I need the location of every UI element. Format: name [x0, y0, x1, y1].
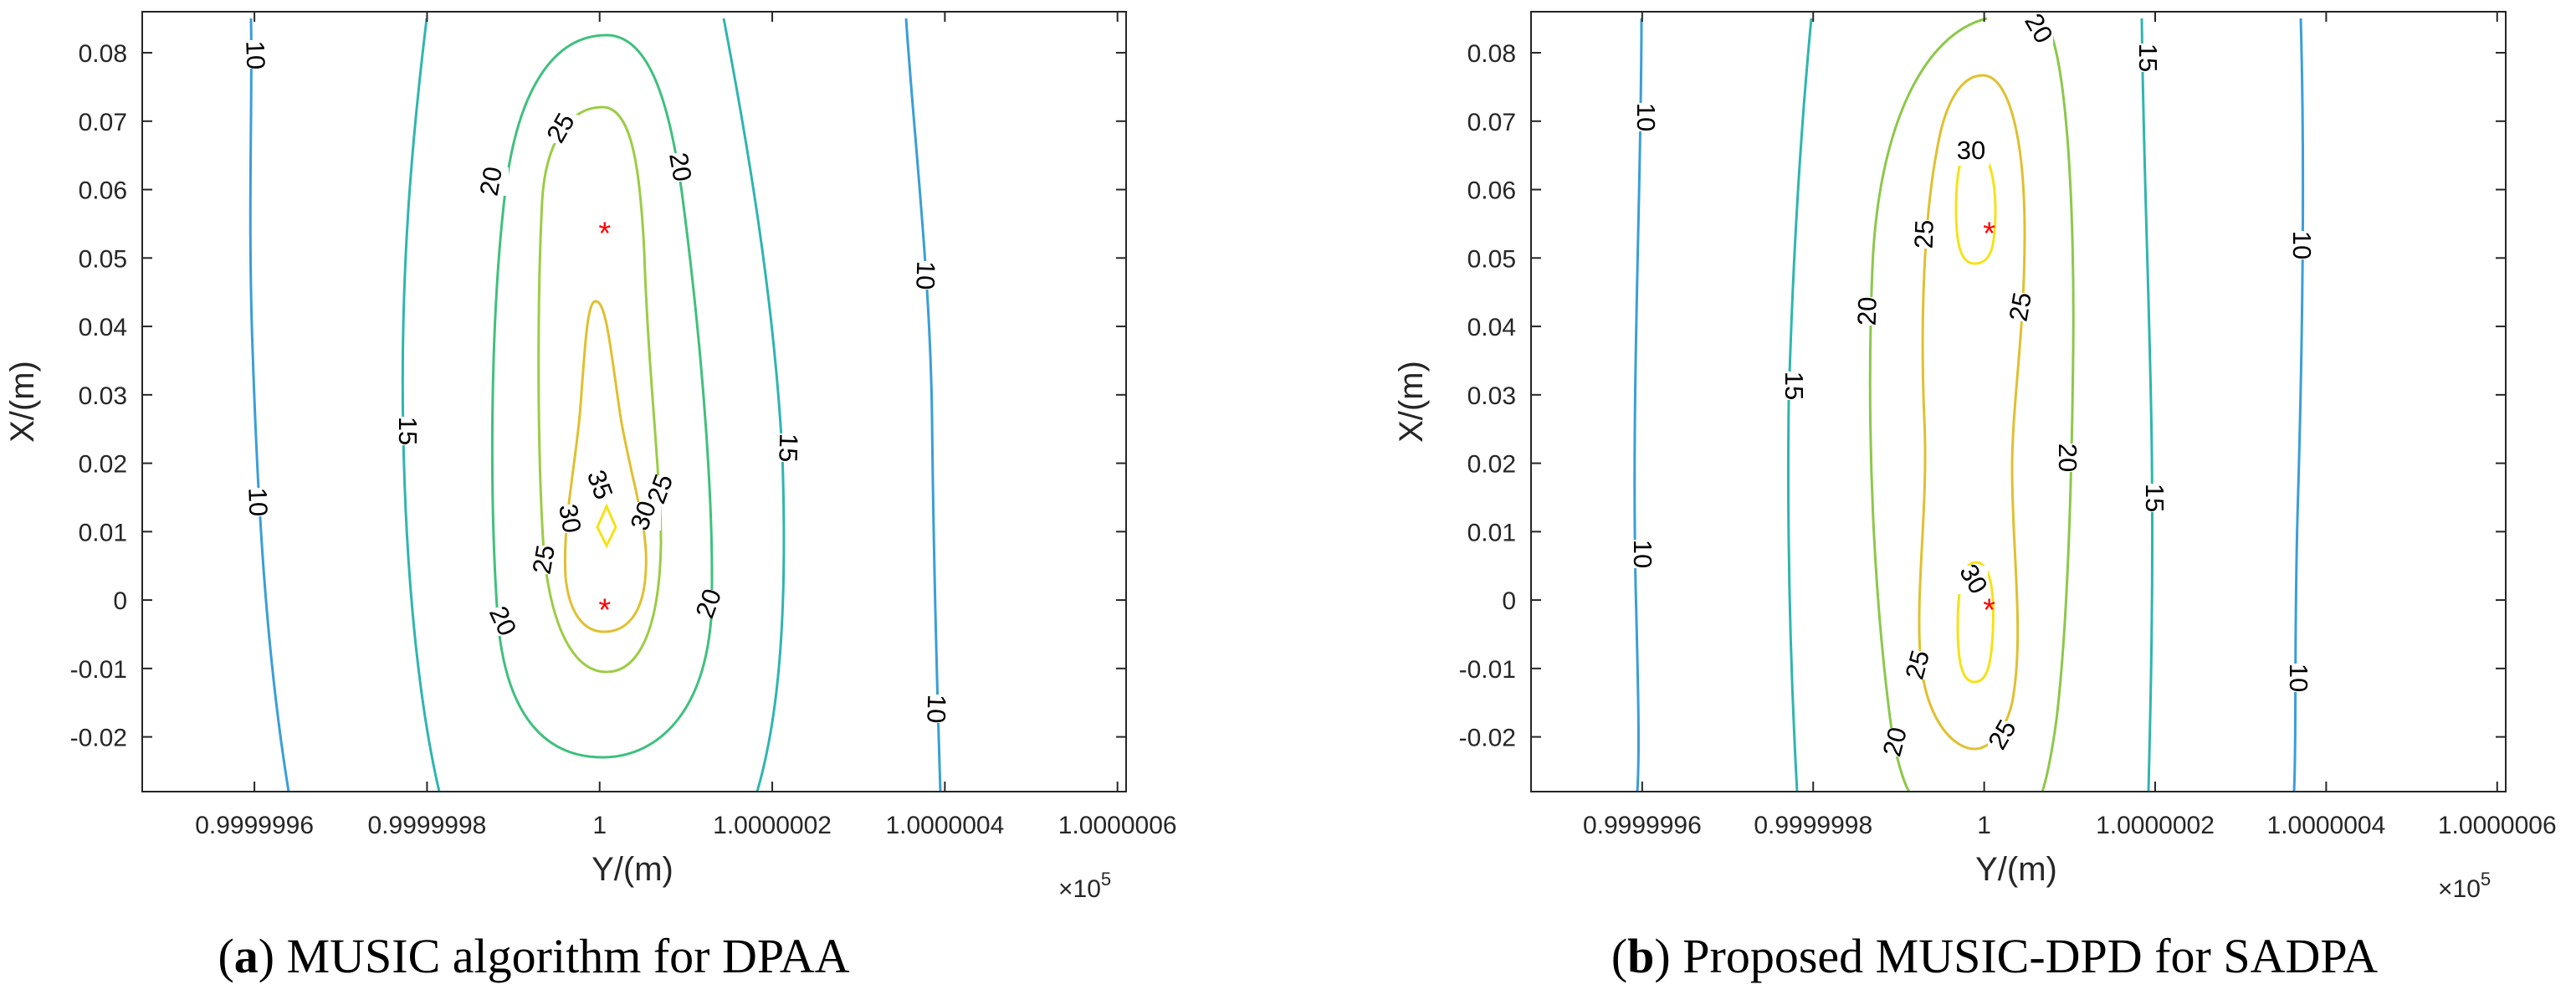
source-marker: * [598, 217, 611, 252]
contour-label: 15 [773, 433, 803, 463]
y-tick-label: 0.02 [79, 451, 127, 479]
contour-b-10-left [1633, 18, 1643, 792]
x-tick-label: 1.0000006 [1058, 812, 1177, 839]
contour-label: 20 [474, 165, 507, 198]
source-marker: * [1983, 217, 1995, 252]
contour-label: 10 [910, 260, 940, 290]
contour-label: 10 [2287, 231, 2317, 259]
contour-a-15-left [401, 18, 441, 792]
y-tick-label: -0.02 [70, 725, 127, 752]
contour-a-25 [537, 105, 663, 674]
y-tick-label: 0 [113, 587, 127, 615]
y-tick-label: 0.08 [79, 40, 127, 68]
contour-b-25 [1918, 74, 2026, 751]
y-axis-label: X/(m) [1393, 361, 1430, 443]
contour-label: 20 [1852, 296, 1882, 326]
x-tick-label: 0.9999996 [195, 812, 314, 839]
contour-label: 25 [526, 543, 560, 577]
source-marker: * [1983, 592, 1995, 628]
x-tick-label: 1.0000002 [2096, 812, 2215, 839]
contour-lines-a [248, 18, 942, 792]
y-tick-label: -0.01 [1459, 656, 1516, 684]
contour-b-15-right [2140, 18, 2154, 792]
contour-labels-a: 10 10 10 10 15 15 20 20 20 20 25 25 25 [238, 40, 951, 724]
y-tick-label: 0.05 [79, 245, 127, 273]
x-tick-label: 1.0000004 [885, 812, 1004, 839]
y-tick-label: 0.04 [79, 314, 127, 341]
contour-a-15-right [722, 18, 786, 792]
contour-label: 10 [243, 487, 273, 517]
x-axis-a: 0.9999996 0.9999998 1 1.0000002 1.0000004 1.0… [195, 12, 1177, 839]
contour-b-30-upper [1954, 145, 1997, 265]
contour-b-30-lower [1956, 561, 1995, 684]
plot-frame-a [141, 11, 1127, 792]
contour-label: 20 [2053, 444, 2082, 472]
y-tick-label: 0 [1502, 587, 1516, 615]
y-tick-label: 0.01 [79, 519, 127, 546]
contour-label: 10 [240, 40, 270, 70]
contour-label: 15 [2140, 484, 2169, 512]
contour-label: 15 [393, 417, 423, 445]
contour-a-10-left [248, 18, 290, 792]
x-tick-label: 0.9999998 [1754, 812, 1872, 839]
x-multiplier: ×105 [2438, 869, 2491, 903]
contour-label: 15 [1780, 372, 1809, 400]
contour-a-35 [596, 503, 617, 549]
contour-b-20-right [2041, 17, 2075, 792]
contour-a-20 [490, 33, 714, 759]
x-multiplier: ×105 [1058, 869, 1111, 903]
x-tick-label: 1 [592, 812, 607, 839]
caption-b: (b) Proposed MUSIC-DPD for SADPA [1611, 929, 2378, 983]
x-axis-label: Y/(m) [592, 851, 673, 888]
y-tick-label: 0.06 [79, 177, 127, 205]
chart-panel-a: 10 10 10 10 15 15 20 20 20 20 25 25 25 [4, 11, 1177, 983]
y-axis-b: -0.02 -0.01 0 0.01 0.02 0.03 0.04 0.05 0.06 0.07 0… [1459, 40, 2506, 752]
y-tick-label: 0.02 [1467, 451, 1516, 479]
x-tick-label: 1.0000004 [2266, 812, 2385, 839]
contour-label: 30 [553, 502, 586, 536]
y-tick-label: 0.07 [1467, 109, 1516, 136]
source-markers-a: ** [598, 217, 611, 628]
source-markers-b: ** [1983, 217, 1995, 628]
contour-labels-b: 10 10 10 10 15 15 15 20 20 20 20 25 25 [1625, 8, 2317, 760]
y-tick-label: 0.08 [1467, 40, 1516, 68]
x-axis-b: 0.9999996 0.9999998 1 1.0000002 1.0000004 1.0… [1583, 12, 2557, 839]
contour-label: 10 [1631, 103, 1661, 131]
y-axis-a: -0.02 -0.01 0 0.01 0.02 0.03 0.04 0.05 0.06 0.07 0… [70, 40, 1126, 752]
y-tick-label: 0.04 [1467, 314, 1516, 341]
contour-label: 30 [1957, 136, 1985, 165]
contour-a-30 [563, 300, 648, 633]
contour-label: 25 [2003, 290, 2036, 324]
y-tick-label: 0.03 [1467, 382, 1516, 410]
x-axis-label: Y/(m) [1975, 851, 2057, 888]
x-tick-label: 1.0000002 [713, 812, 832, 839]
plot-frame-b [1530, 11, 2507, 792]
y-tick-label: 0.06 [1467, 177, 1516, 205]
y-tick-label: 0.05 [1467, 245, 1516, 273]
contour-b-15-left [1786, 18, 1813, 792]
contour-label: 15 [2133, 44, 2163, 72]
contour-label: 10 [921, 694, 951, 724]
x-tick-label: 1 [1977, 812, 1991, 839]
x-tick-label: 1.0000006 [2438, 812, 2557, 839]
y-axis-label: X/(m) [4, 361, 41, 443]
contour-b-10-right [2292, 18, 2305, 792]
x-tick-label: 0.9999998 [368, 812, 487, 839]
contour-label: 25 [1909, 219, 1939, 249]
chart-panel-b: 10 10 10 10 15 15 15 20 20 20 20 25 25 [1393, 8, 2557, 983]
y-tick-label: -0.02 [1459, 725, 1516, 752]
y-tick-label: 0.01 [1467, 519, 1516, 546]
caption-a: (a) MUSIC algorithm for DPAA [218, 929, 849, 983]
contour-lines-b [1633, 17, 2305, 792]
y-tick-label: 0.07 [79, 109, 127, 136]
contour-label: 20 [663, 151, 697, 184]
x-tick-label: 0.9999996 [1583, 812, 1702, 839]
contour-a-10-right [904, 18, 942, 792]
contour-label: 10 [2284, 664, 2313, 692]
contour-label: 10 [1628, 540, 1657, 568]
source-marker: * [598, 592, 611, 628]
y-tick-label: 0.03 [79, 382, 127, 410]
y-tick-label: -0.01 [70, 656, 127, 684]
